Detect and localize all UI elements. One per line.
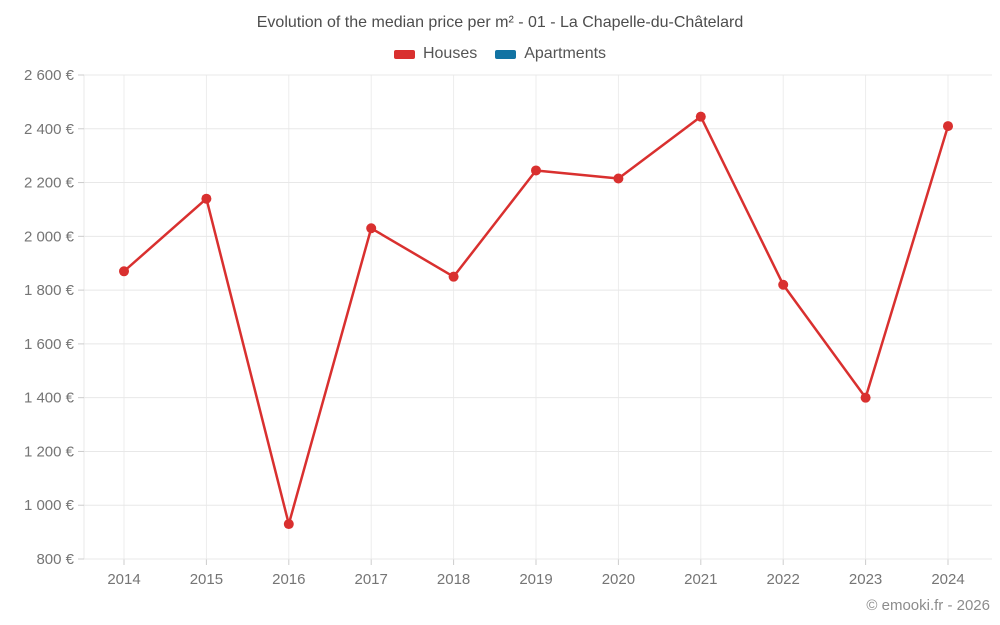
x-axis-label: 2019 — [519, 571, 552, 588]
y-axis-label: 2 400 € — [24, 121, 75, 138]
y-axis-label: 2 000 € — [24, 228, 75, 245]
chart-title: Evolution of the median price per m² - 0… — [256, 14, 744, 31]
x-axis-label: 2022 — [767, 571, 800, 588]
y-axis-label: 1 400 € — [24, 390, 75, 407]
houses-data-point[interactable] — [695, 111, 706, 122]
houses-data-point[interactable] — [778, 279, 789, 290]
x-axis-label: 2023 — [849, 571, 882, 588]
legend-item-houses[interactable]: Houses — [393, 45, 478, 63]
x-axis-label: 2020 — [602, 571, 635, 588]
houses-data-point[interactable] — [283, 519, 294, 530]
x-axis-label: 2015 — [190, 571, 223, 588]
x-axis-label: 2024 — [931, 571, 964, 588]
y-axis-label: 1 800 € — [24, 282, 75, 299]
x-axis-label: 2018 — [437, 571, 470, 588]
houses-data-point[interactable] — [201, 193, 212, 204]
footer-credit: © emooki.fr - 2026 — [866, 597, 990, 614]
apartments-legend-swatch-icon — [495, 49, 517, 59]
houses-data-point[interactable] — [448, 271, 459, 282]
y-axis-label: 2 600 € — [24, 67, 75, 84]
legend-label-apartments: Apartments — [524, 45, 607, 62]
chart-legend: Houses Apartments — [0, 45, 1000, 63]
x-axis-label: 2016 — [272, 571, 305, 588]
legend-label-houses: Houses — [422, 45, 478, 62]
houses-data-point[interactable] — [943, 121, 953, 132]
y-axis-label: 2 200 € — [24, 175, 75, 192]
x-axis-label: 2021 — [684, 571, 717, 588]
y-axis-label: 1 600 € — [24, 336, 75, 353]
houses-legend-swatch-icon — [393, 49, 415, 59]
y-axis-label: 800 € — [36, 551, 74, 568]
y-axis-label: 1 000 € — [24, 497, 75, 514]
legend-item-apartments[interactable]: Apartments — [495, 45, 606, 63]
houses-data-point[interactable] — [860, 392, 871, 403]
houses-data-point[interactable] — [366, 223, 377, 234]
houses-data-point[interactable] — [613, 173, 624, 184]
houses-data-point[interactable] — [119, 266, 129, 277]
x-axis-label: 2017 — [355, 571, 388, 588]
x-axis-label: 2014 — [107, 571, 140, 588]
houses-data-point[interactable] — [531, 165, 541, 176]
y-axis-label: 1 200 € — [24, 443, 75, 460]
